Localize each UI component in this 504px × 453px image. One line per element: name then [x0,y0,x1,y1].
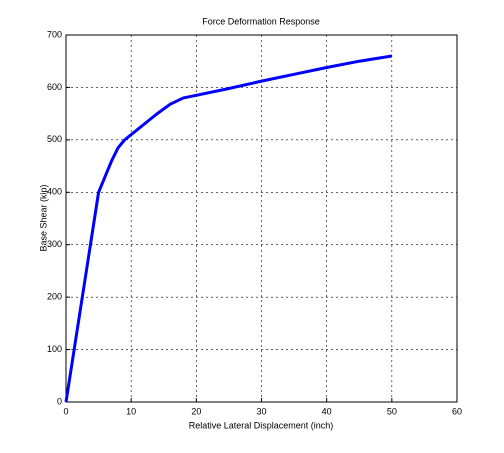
x-tick-label: 30 [256,406,266,416]
x-axis-label: Relative Lateral Displacement (inch) [189,420,334,430]
chart-title: Force Deformation Response [202,16,320,26]
x-tick-label: 40 [322,406,332,416]
x-tick-label: 10 [126,406,136,416]
x-tick-label: 0 [63,406,68,416]
plot-frame [65,34,458,403]
data-line [64,54,393,403]
y-tick-label: 500 [47,134,62,144]
y-axis-label: Base Shear (kip) [38,184,48,251]
x-tick-label: 20 [191,406,201,416]
y-tick-label: 400 [47,187,62,197]
y-tick-label: 600 [47,82,62,92]
y-tick-label: 700 [47,29,62,39]
x-tick-label: 60 [452,406,462,416]
y-tick-label: 300 [47,239,62,249]
y-tick-label: 200 [47,292,62,302]
y-tick-label: 0 [57,396,62,406]
y-tick-label: 100 [47,344,62,354]
x-tick-label: 50 [387,406,397,416]
